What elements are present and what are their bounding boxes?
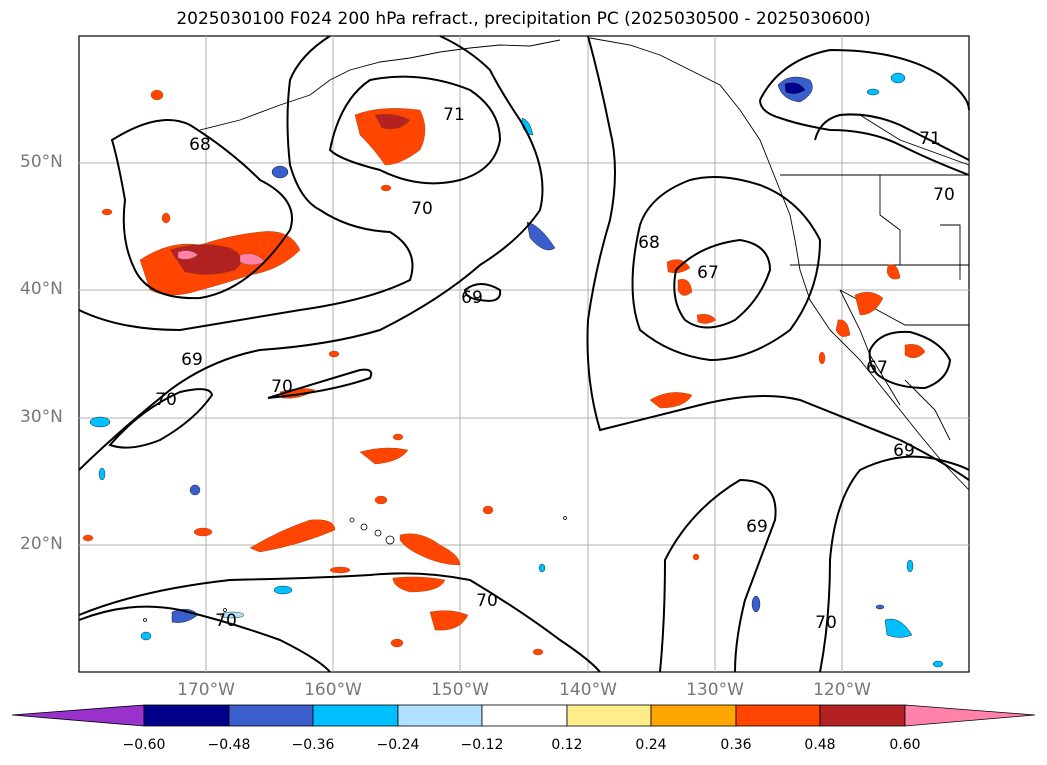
colorbar-tick-label: 0.60 [889, 737, 921, 753]
precip-negative [89, 72, 944, 668]
contour-label: 70 [815, 613, 837, 633]
contour-labels: 68 71 70 69 70 70 68 67 71 70 69 70 70 6… [155, 105, 955, 633]
contour-label: 67 [697, 263, 719, 283]
gridlines [79, 36, 969, 672]
contour-label: 69 [893, 441, 915, 461]
contour-label: 70 [215, 611, 237, 631]
contour-label: 67 [866, 358, 888, 378]
latitude-label: 30°N [20, 407, 63, 427]
colorbar-tick-label: −0.48 [207, 737, 251, 753]
colorbar-extend-low [11, 704, 145, 727]
refractivity-contours [78, 35, 970, 673]
colorbar-tick-label: 0.24 [635, 737, 667, 753]
colorbar-bin [397, 704, 483, 727]
contour-label: 71 [919, 129, 941, 149]
longitude-label: 150°W [431, 680, 489, 700]
colorbar-tick-label: −0.36 [291, 737, 335, 753]
longitude-label: 160°W [304, 680, 362, 700]
latitude-label: 40°N [20, 279, 63, 299]
coastlines [199, 37, 970, 491]
contour-label: 68 [638, 233, 660, 253]
colorbar-tick-label: −0.12 [460, 737, 504, 753]
contour-label: 70 [155, 390, 177, 410]
precip-positive [82, 89, 926, 656]
longitude-label: 140°W [559, 680, 617, 700]
longitude-label: 120°W [813, 680, 871, 700]
colorbar-bin [819, 704, 906, 727]
colorbar-extend-high [904, 704, 1036, 727]
colorbar-bin [143, 704, 230, 727]
map-frame [78, 35, 970, 673]
map-title: 2025030100 F024 200 hPa refract., precip… [176, 9, 871, 29]
contour-label: 70 [933, 185, 955, 205]
contour-label: 68 [189, 135, 211, 155]
longitude-label: 170°W [177, 680, 235, 700]
latitude-label: 20°N [20, 534, 63, 554]
contour-label: 70 [411, 199, 433, 219]
islands [143, 516, 567, 622]
contour-label: 70 [271, 377, 293, 397]
contour-label: 71 [443, 105, 465, 125]
colorbar-tick-label: 0.48 [804, 737, 836, 753]
colorbar-tick-label: −0.24 [376, 737, 420, 753]
contour-label: 69 [181, 350, 203, 370]
colorbar-bin [735, 704, 821, 727]
colorbar-bin [566, 704, 652, 727]
longitude-label: 130°W [686, 680, 744, 700]
colorbar-bin [650, 704, 737, 727]
contour-label: 70 [476, 591, 498, 611]
contour-label: 69 [746, 517, 768, 537]
colorbar [11, 704, 1036, 727]
colorbar-bin [481, 704, 568, 727]
contour-label: 69 [461, 288, 483, 308]
latitude-label: 50°N [20, 152, 63, 172]
colorbar-tick-label: 0.36 [720, 737, 752, 753]
colorbar-bin [312, 704, 399, 727]
colorbar-tick-label: 0.12 [551, 737, 583, 753]
colorbar-tick-label: −0.60 [122, 737, 166, 753]
colorbar-bin [228, 704, 314, 727]
